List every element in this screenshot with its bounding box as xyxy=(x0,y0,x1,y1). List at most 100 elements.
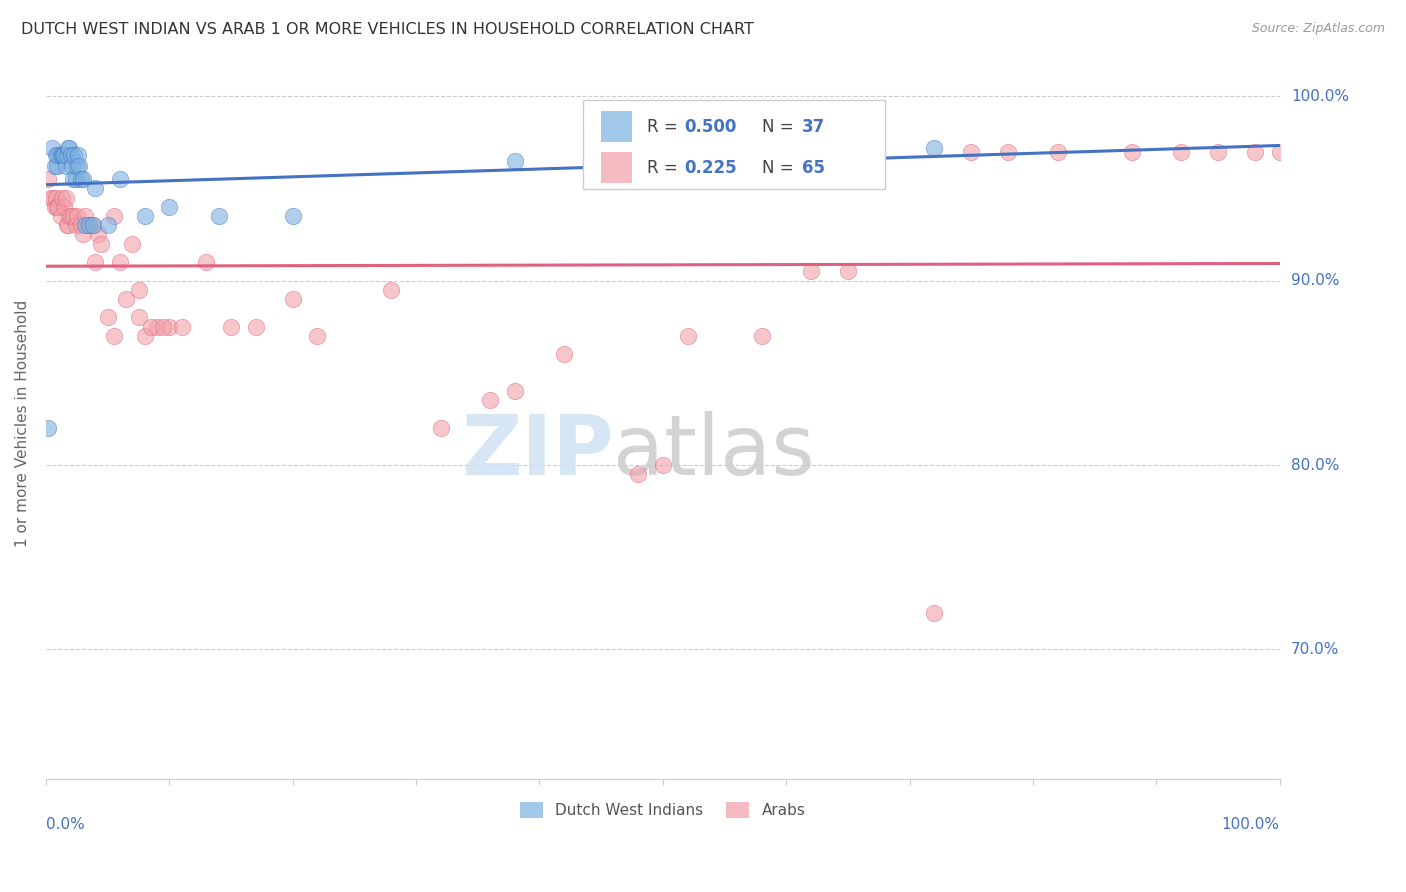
Point xyxy=(134,329,156,343)
Point xyxy=(676,329,699,343)
Point xyxy=(59,148,82,162)
Point xyxy=(651,458,673,472)
Point xyxy=(553,347,575,361)
Point xyxy=(44,159,66,173)
Point xyxy=(56,219,79,233)
Point xyxy=(66,159,89,173)
Point xyxy=(69,219,91,233)
Point xyxy=(65,172,87,186)
Point xyxy=(51,191,73,205)
Point xyxy=(46,159,69,173)
Point xyxy=(170,319,193,334)
Point xyxy=(108,172,131,186)
Point xyxy=(627,467,650,482)
Point xyxy=(103,209,125,223)
Point xyxy=(90,236,112,251)
Point xyxy=(1121,145,1143,159)
Point xyxy=(53,200,76,214)
Bar xyxy=(602,112,633,143)
Text: 0.500: 0.500 xyxy=(683,118,737,136)
Point xyxy=(59,209,82,223)
Point xyxy=(121,236,143,251)
Point xyxy=(800,264,823,278)
Point xyxy=(97,310,120,325)
Point xyxy=(63,148,86,162)
Point xyxy=(55,191,77,205)
Point xyxy=(77,219,100,233)
Point xyxy=(195,255,218,269)
Point xyxy=(751,329,773,343)
Point xyxy=(281,292,304,306)
Point xyxy=(37,172,59,186)
Point xyxy=(49,148,72,162)
Point xyxy=(837,141,859,155)
Point xyxy=(139,319,162,334)
Text: 90.0%: 90.0% xyxy=(1291,273,1340,288)
Point xyxy=(479,393,502,408)
Point xyxy=(58,209,80,223)
Point xyxy=(65,219,87,233)
Point xyxy=(208,209,231,223)
Text: Source: ZipAtlas.com: Source: ZipAtlas.com xyxy=(1251,22,1385,36)
Point xyxy=(55,159,77,173)
Point xyxy=(46,200,69,214)
Text: 37: 37 xyxy=(803,118,825,136)
Point xyxy=(281,209,304,223)
Point xyxy=(69,172,91,186)
Point xyxy=(66,209,89,223)
Point xyxy=(128,310,150,325)
Text: 80.0%: 80.0% xyxy=(1291,458,1339,473)
Text: N =: N = xyxy=(762,118,799,136)
Text: R =: R = xyxy=(647,159,683,177)
Point xyxy=(1170,145,1192,159)
Point xyxy=(997,145,1019,159)
Text: R =: R = xyxy=(647,118,683,136)
Point xyxy=(51,148,73,162)
Point xyxy=(219,319,242,334)
Point xyxy=(39,191,62,205)
Point xyxy=(922,141,945,155)
Point xyxy=(503,153,526,168)
Point xyxy=(245,319,267,334)
Point xyxy=(52,148,75,162)
Text: ZIP: ZIP xyxy=(461,411,613,492)
Point xyxy=(45,191,67,205)
Point xyxy=(157,319,180,334)
Text: DUTCH WEST INDIAN VS ARAB 1 OR MORE VEHICLES IN HOUSEHOLD CORRELATION CHART: DUTCH WEST INDIAN VS ARAB 1 OR MORE VEHI… xyxy=(21,22,754,37)
Point xyxy=(960,145,983,159)
Point xyxy=(56,219,79,233)
Point xyxy=(67,159,90,173)
Text: 100.0%: 100.0% xyxy=(1291,88,1348,103)
Point xyxy=(45,148,67,162)
Point xyxy=(157,200,180,214)
Point xyxy=(97,219,120,233)
Point xyxy=(146,319,169,334)
Text: N =: N = xyxy=(762,159,799,177)
Point xyxy=(72,227,94,242)
Text: 0.0%: 0.0% xyxy=(46,817,84,832)
Point xyxy=(82,219,104,233)
Point xyxy=(58,141,80,155)
Point xyxy=(1244,145,1267,159)
Point xyxy=(380,283,402,297)
Point xyxy=(41,141,63,155)
Point xyxy=(87,227,110,242)
Point xyxy=(152,319,174,334)
Point xyxy=(84,255,107,269)
Point xyxy=(53,148,76,162)
Point xyxy=(103,329,125,343)
Point xyxy=(108,255,131,269)
Point xyxy=(837,264,859,278)
Point xyxy=(922,606,945,620)
Legend: Dutch West Indians, Arabs: Dutch West Indians, Arabs xyxy=(515,796,811,824)
Point xyxy=(67,148,90,162)
Point xyxy=(1046,145,1069,159)
Text: 70.0%: 70.0% xyxy=(1291,642,1339,657)
Point xyxy=(84,181,107,195)
Point xyxy=(46,200,69,214)
Point xyxy=(307,329,329,343)
Y-axis label: 1 or more Vehicles in Household: 1 or more Vehicles in Household xyxy=(15,300,30,547)
Point xyxy=(1268,145,1291,159)
Point xyxy=(75,209,97,223)
Point xyxy=(115,292,138,306)
